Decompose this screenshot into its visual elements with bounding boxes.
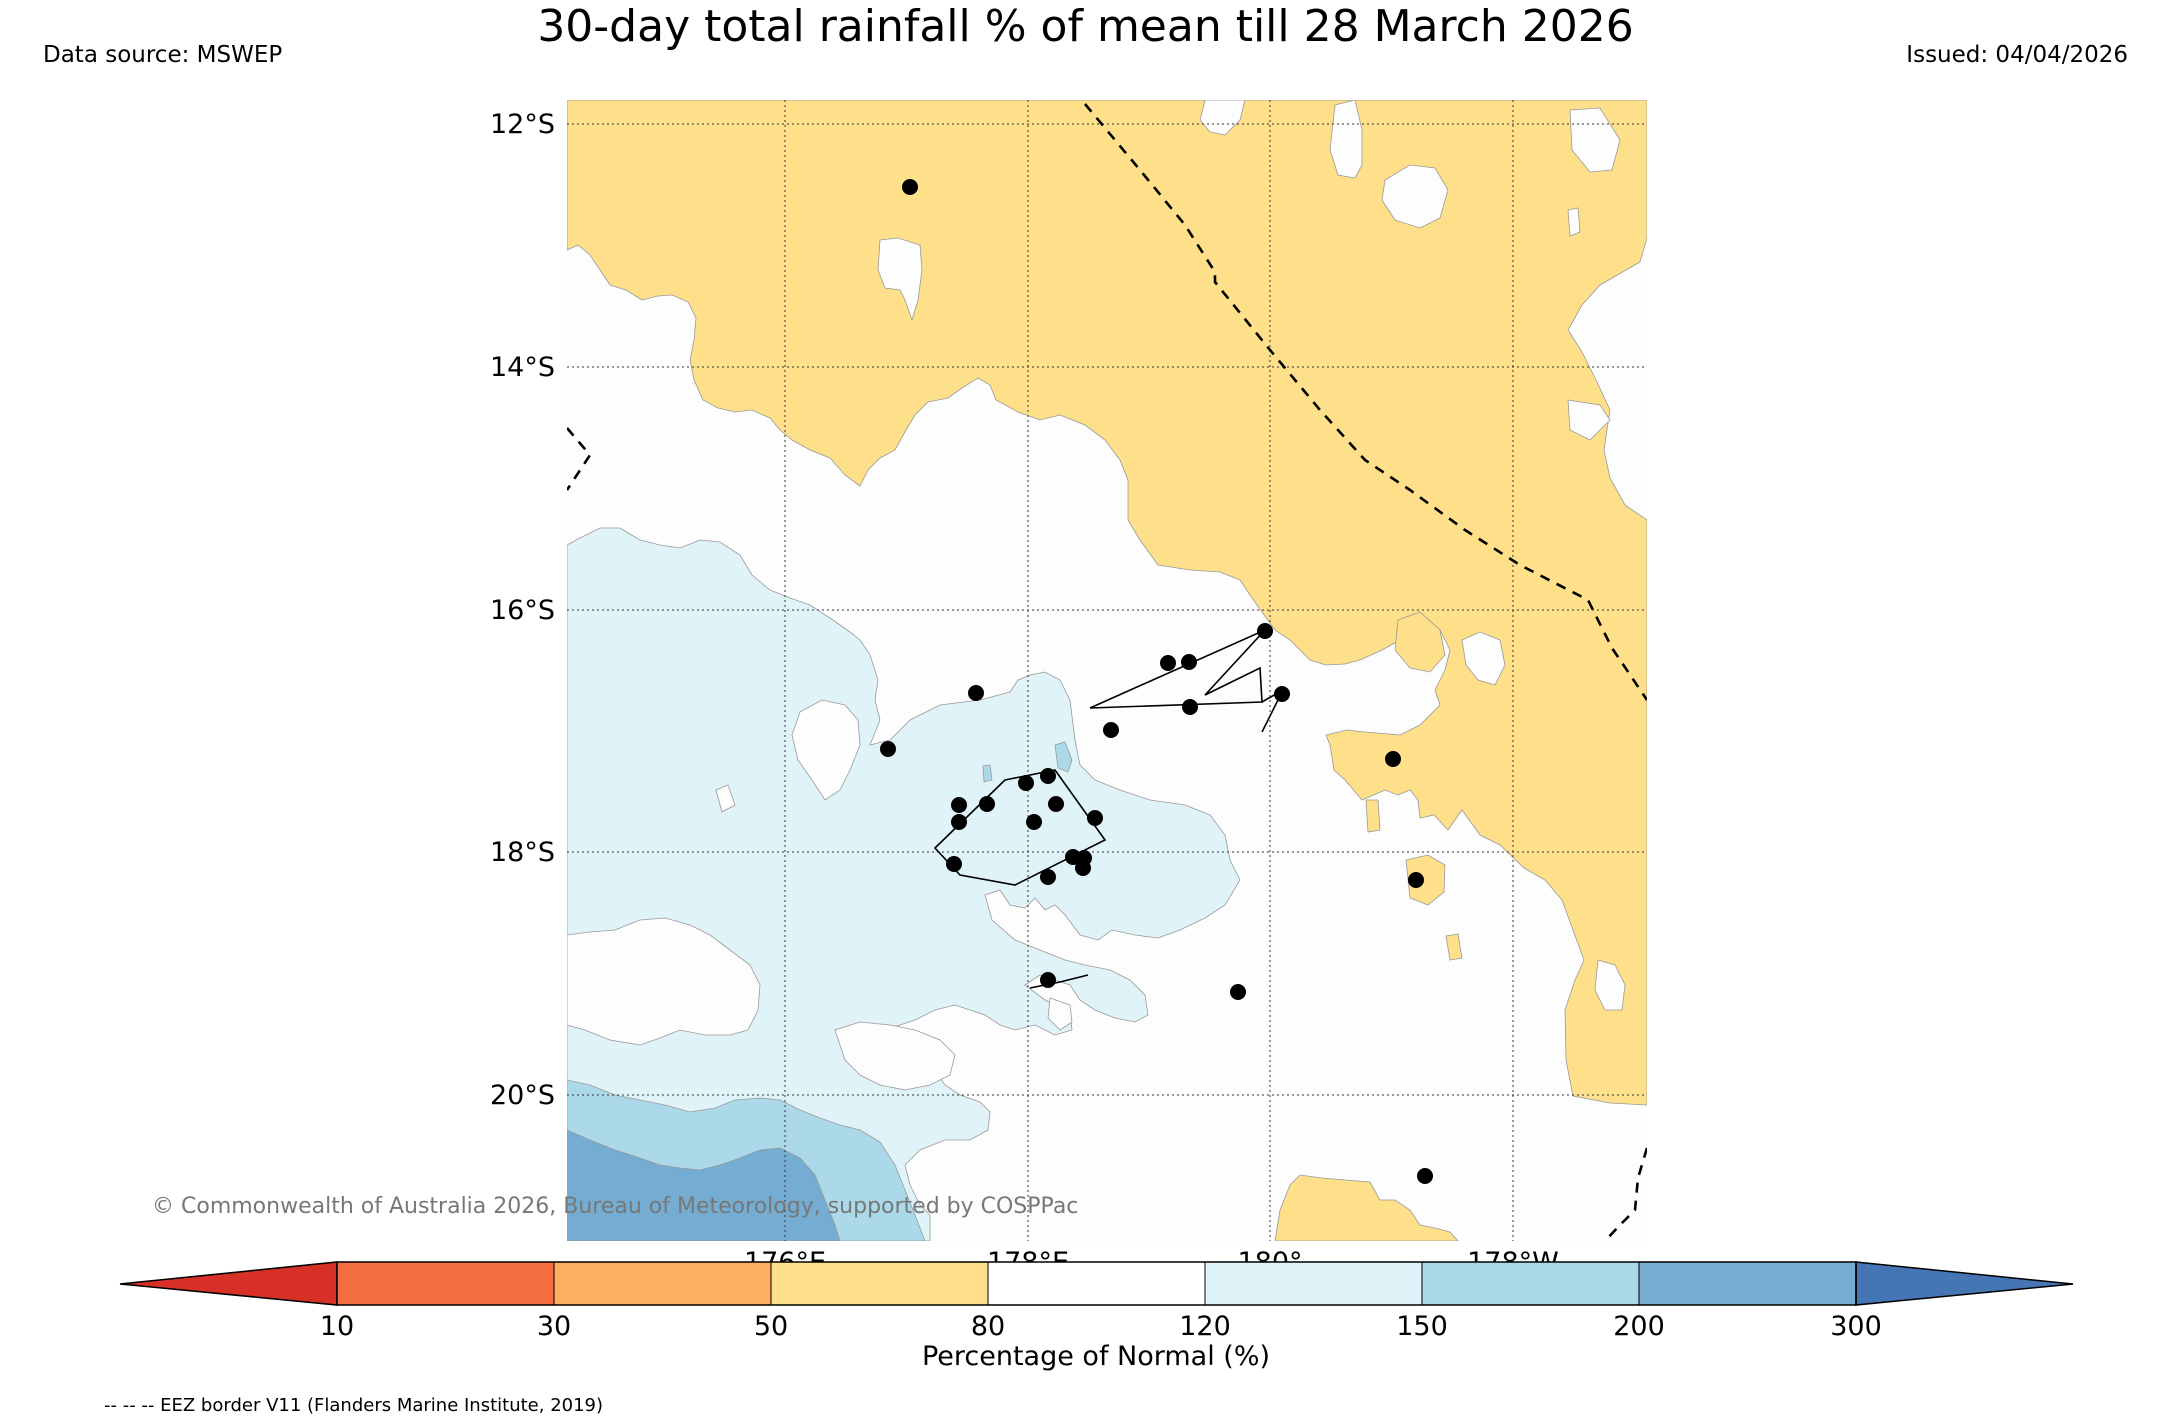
station-marker [1182,699,1198,715]
colorbar-segment [336,1261,555,1306]
map-panel [567,100,1647,1241]
normal-hole-small-1 [715,784,736,813]
eez-border-west [567,427,592,491]
station-marker [951,797,967,813]
station-marker [1040,869,1056,885]
viti-levu-outline [933,769,1107,886]
station-marker [979,796,995,812]
above-normal-150-200-island-1 [1054,741,1073,773]
station-marker [1048,796,1064,812]
colorbar-tick: 300 [1830,1311,1882,1342]
station-marker [1040,768,1056,784]
station-marker [1408,872,1424,888]
colorbar-frame [336,1261,1857,1306]
colorbar-tick: 150 [1396,1311,1448,1342]
station-marker [1181,654,1197,670]
station-marker [1274,686,1290,702]
station-marker [880,741,896,757]
colorbar-segment [987,1261,1206,1306]
station-marker [902,179,918,195]
below-normal-island-4 [1445,933,1463,961]
eez-border-southeast [1604,1147,1647,1241]
normal-pocket-8 [1594,959,1626,1011]
colorbar-tick: 80 [971,1311,1005,1342]
colorbar-extend-high [1855,1261,2074,1306]
below-normal-region-north [567,100,1647,1106]
colorbar-tick-labels: 10 30 50 80 120 150 200 300 [320,1311,1882,1342]
lat-label: 16°S [490,595,555,626]
colorbar-segment [1638,1261,1857,1306]
lat-label: 12°S [490,109,555,140]
station-marker [1257,623,1273,639]
copyright-text: © Commonwealth of Australia 2026, Bureau… [152,1194,1078,1219]
station-marker [1026,814,1042,830]
normal-pocket-5 [1567,207,1581,237]
station-marker [1075,860,1091,876]
normal-pocket-6 [1567,399,1611,441]
colorbar-tick: 30 [537,1311,571,1342]
station-marker [1417,1168,1433,1184]
lat-label: 20°S [490,1080,555,1111]
normal-pocket-4 [1381,164,1449,229]
above-normal-150-200-island-2 [982,764,993,783]
colorbar-extend-low [119,1261,338,1306]
normal-pocket-2 [1199,100,1246,136]
colorbar-segment [1204,1261,1423,1306]
vanua-levu-outline [1089,629,1266,709]
colorbar: 10 30 50 80 120 150 200 300 Percentage o… [119,1261,2074,1372]
station-marker [1103,722,1119,738]
map-title: 30-day total rainfall % of mean till 28 … [537,1,1634,52]
station-marker [1018,775,1034,791]
station-marker [946,856,962,872]
below-normal-island-2 [1365,799,1381,833]
station-marker [951,814,967,830]
colorbar-tick: 200 [1613,1311,1665,1342]
station-markers [880,179,1433,1184]
lat-label: 14°S [490,352,555,383]
normal-hole-west [567,917,761,1046]
eez-border [567,103,1647,1241]
below-normal-region-south [1274,1174,1459,1241]
lat-label: 18°S [490,837,555,868]
eez-footnote: -- -- -- EEZ border V11 (Flanders Marine… [104,1395,603,1416]
above-normal-200-300-region [567,1129,841,1241]
colorbar-segment [553,1261,772,1306]
normal-pocket-3 [1329,100,1363,179]
normal-hole-south [834,1021,956,1091]
station-marker [968,685,984,701]
colorbar-segment [1421,1261,1640,1306]
normal-pocket-1 [877,237,923,322]
normal-hole-central [791,699,861,801]
colorbar-tick: 120 [1179,1311,1231,1342]
coastline-outlines [933,629,1285,989]
station-marker [1040,972,1056,988]
station-marker [1230,984,1246,1000]
kadavu-outline [1029,974,1089,989]
station-marker [1160,655,1176,671]
colorbar-segment [770,1261,989,1306]
station-marker [1087,810,1103,826]
colorbar-tick: 50 [754,1311,788,1342]
colorbar-title: Percentage of Normal (%) [922,1341,1270,1372]
below-normal-island-1 [1394,611,1446,673]
below-normal-island-3 [1405,854,1446,906]
latitude-labels: 12°S 14°S 16°S 18°S 20°S [490,109,555,1111]
eez-border-east [1084,103,1647,701]
station-marker [1385,751,1401,767]
normal-pocket-7 [1461,631,1506,686]
data-source-label: Data source: MSWEP [43,42,283,68]
normal-hole-southeast [1047,997,1073,1031]
graticule [567,100,1647,1241]
colorbar-tick: 10 [320,1311,354,1342]
issued-date-label: Issued: 04/04/2026 [1906,42,2128,68]
